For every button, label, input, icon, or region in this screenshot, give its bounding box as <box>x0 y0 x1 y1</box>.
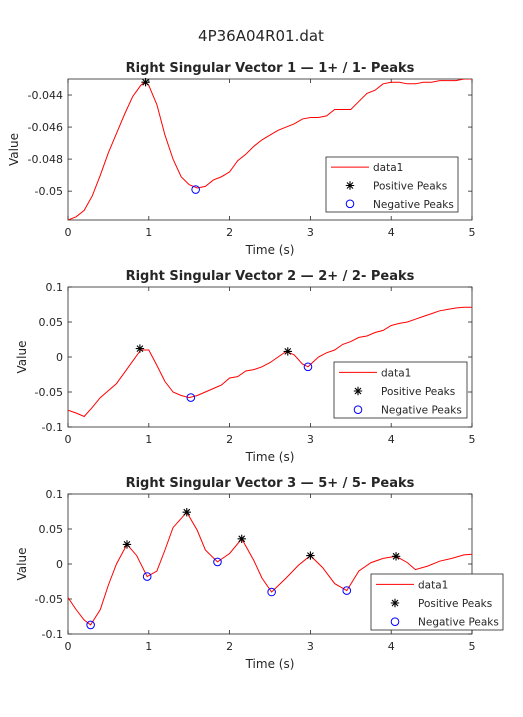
subplot-1: 0 1 2 3 4 5 -0.05 -0.048 -0.046 -0.044 Right Singu… <box>7 61 476 257</box>
subplot-3: 0 1 2 3 4 5 -0.1 -0.05 0 0.05 0.1 Right Singular Ve… <box>15 476 504 671</box>
y-tick-label: 0.05 <box>39 523 64 536</box>
y-tick-label: -0.044 <box>28 89 63 102</box>
x-tick-label: 0 <box>65 226 72 239</box>
x-tick-label: 1 <box>145 640 152 653</box>
x-tick-label: 5 <box>469 640 476 653</box>
positive-peak-marker <box>237 534 246 543</box>
x-tick-label: 0 <box>65 640 72 653</box>
legend-star-swatch <box>390 598 400 608</box>
negative-peak-marker <box>267 587 276 597</box>
x-tick-label: 4 <box>388 640 395 653</box>
x-tick-label: 2 <box>226 640 233 653</box>
legend-box <box>333 361 468 419</box>
x-tick-label: 4 <box>388 433 395 446</box>
y-tick-label: 0.1 <box>46 281 64 294</box>
legend-circle-swatch <box>390 617 400 626</box>
series-line-data1 <box>68 511 472 626</box>
legend-label: Positive Peaks <box>418 598 492 610</box>
x-tick-label: 4 <box>388 226 395 239</box>
x-tick-label: 0 <box>65 433 72 446</box>
y-tick-label: 0 <box>56 558 63 571</box>
positive-peak-marker <box>122 540 132 549</box>
subplot-title: Right Singular Vector 2 — 2+ / 2- Peaks <box>126 269 415 284</box>
legend-label: data1 <box>373 162 403 174</box>
x-tick-label: 3 <box>307 226 314 239</box>
legend-label: Negative Peaks <box>381 405 462 417</box>
legend-label: Negative Peaks <box>418 617 499 629</box>
legend-circle-swatch <box>353 405 363 414</box>
x-axis-label: Time (s) <box>245 243 295 257</box>
y-tick-label: 0 <box>56 351 63 364</box>
negative-peak-marker <box>186 393 196 402</box>
negative-peak-marker <box>191 185 200 194</box>
negative-peak-marker <box>303 362 313 372</box>
x-tick-label: 2 <box>226 433 233 446</box>
legend-star-swatch <box>345 181 355 190</box>
positive-peak-marker <box>141 78 150 87</box>
y-tick-label: -0.1 <box>42 628 63 641</box>
legend: data1 Positive Peaks Negative Peaks <box>370 573 504 631</box>
y-tick-label: 0.05 <box>39 316 64 329</box>
legend-circle-swatch <box>345 199 355 209</box>
legend-label: data1 <box>381 367 411 379</box>
legend: data1 Positive Peaks Negative Peaks <box>325 156 459 213</box>
x-tick-label: 5 <box>469 226 476 239</box>
legend-label: Positive Peaks <box>373 181 447 193</box>
x-axis-label: Time (s) <box>245 450 295 464</box>
negative-peak-marker <box>142 572 152 581</box>
positive-peak-marker <box>306 551 315 560</box>
positive-peak-marker <box>391 552 401 561</box>
subplot-title: Right Singular Vector 1 — 1+ / 1- Peaks <box>126 61 415 76</box>
series-line-data1 <box>68 306 472 418</box>
y-tick-label: -0.046 <box>28 121 63 134</box>
legend-label: data1 <box>418 579 448 591</box>
subplot-title: Right Singular Vector 3 — 5+ / 5- Peaks <box>126 476 415 491</box>
positive-peak-marker <box>135 344 145 353</box>
legend-box <box>370 573 504 631</box>
legend-label: Positive Peaks <box>381 386 455 398</box>
negative-peak-marker <box>342 586 352 595</box>
positive-peak-marker <box>182 508 191 517</box>
y-axis-label: Value <box>7 133 21 166</box>
series-line-data1 <box>68 79 472 220</box>
legend-label: Negative Peaks <box>373 199 454 211</box>
positive-peak-marker <box>283 347 292 356</box>
legend: data1 Positive Peaks Negative Peaks <box>333 361 468 419</box>
y-tick-label: -0.048 <box>28 153 63 166</box>
y-tick-label: -0.1 <box>42 421 63 434</box>
y-tick-label: -0.05 <box>35 593 63 606</box>
x-tick-label: 1 <box>145 433 152 446</box>
negative-peak-marker <box>86 620 95 630</box>
negative-peak-marker <box>213 557 222 567</box>
y-tick-label: -0.05 <box>35 185 63 198</box>
y-tick-label: -0.05 <box>35 386 63 399</box>
y-tick-label: 0.1 <box>46 488 64 501</box>
legend-box <box>325 156 459 213</box>
subplot-2: 0 1 2 3 4 5 -0.1 -0.05 0 0.05 0.1 Right Singular Ve… <box>15 269 476 464</box>
x-tick-label: 5 <box>469 433 476 446</box>
x-tick-label: 1 <box>145 226 152 239</box>
y-axis-label: Value <box>15 341 29 374</box>
x-tick-label: 3 <box>307 640 314 653</box>
figure-title: 4P36A04R01.dat <box>198 27 324 45</box>
x-tick-label: 3 <box>307 433 314 446</box>
legend-star-swatch <box>353 386 363 396</box>
x-tick-label: 2 <box>226 226 233 239</box>
x-axis-label: Time (s) <box>245 657 295 671</box>
y-axis-label: Value <box>15 548 29 581</box>
